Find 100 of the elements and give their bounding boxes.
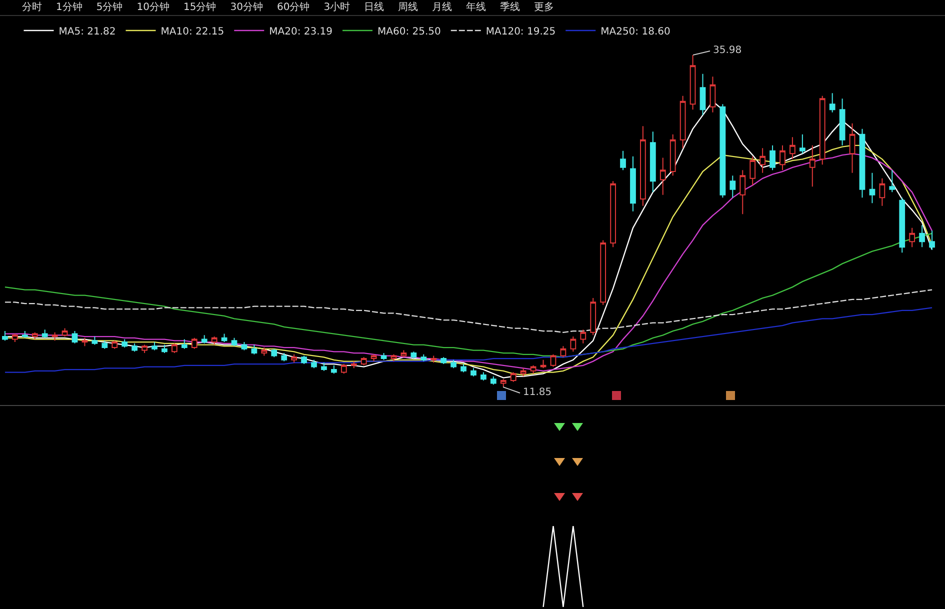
candlestick — [42, 329, 48, 338]
candlestick — [630, 156, 636, 212]
candlestick — [241, 342, 248, 351]
candlestick — [540, 359, 546, 369]
candlestick — [221, 333, 228, 343]
candlestick — [430, 355, 437, 364]
candlestick — [152, 342, 158, 351]
text: 11.85 — [523, 387, 552, 398]
text: 季线 — [500, 0, 520, 15]
candlestick — [660, 157, 666, 196]
candlestick — [12, 333, 18, 343]
candlestick — [370, 354, 377, 362]
candlestick — [112, 340, 118, 350]
candlestick — [291, 354, 297, 364]
candlestick — [271, 348, 278, 358]
legend-label: MA10: 22.15 — [160, 26, 224, 38]
candlestick — [22, 330, 28, 338]
candlestick — [560, 346, 566, 358]
legend-label: MA120: 19.25 — [486, 26, 556, 38]
candlestick — [620, 150, 626, 171]
text: 3小时 — [324, 0, 350, 15]
candlestick — [400, 350, 407, 358]
text: 60分钟 — [276, 0, 310, 15]
candlestick — [869, 172, 876, 204]
candlestick — [610, 180, 616, 248]
candlestick — [480, 372, 486, 382]
candlestick — [640, 126, 646, 206]
candlestick — [670, 134, 676, 176]
candlestick — [460, 364, 466, 373]
text: 周线 — [398, 0, 418, 15]
candlestick — [490, 376, 496, 386]
candlestick — [720, 104, 726, 198]
text: 日线 — [364, 0, 384, 15]
candlestick — [162, 344, 168, 354]
candlestick — [889, 170, 896, 193]
candlestick — [72, 330, 78, 344]
candlestick — [760, 148, 766, 174]
candlestick — [919, 224, 925, 248]
text: 年线 — [466, 0, 486, 15]
candlestick — [849, 122, 856, 174]
candlestick — [839, 98, 846, 146]
text: 5分钟 — [96, 0, 123, 15]
candlestick — [132, 342, 138, 352]
candlestick — [122, 338, 128, 348]
candlestick — [879, 178, 886, 206]
candlestick — [211, 336, 218, 346]
candlestick — [52, 332, 58, 342]
text: 15分钟 — [183, 0, 216, 15]
candlestick — [600, 240, 606, 306]
candlestick — [92, 336, 98, 346]
candlestick — [929, 230, 935, 250]
candlestick — [809, 144, 816, 188]
legend-label: MA250: 18.60 — [600, 26, 670, 38]
candlestick — [710, 76, 716, 113]
candlestick — [340, 364, 347, 374]
text: 更多 — [534, 1, 554, 15]
candlestick — [770, 144, 776, 171]
candlestick — [321, 362, 327, 372]
candlestick — [102, 340, 108, 350]
candlestick — [301, 355, 307, 365]
candlestick — [172, 342, 178, 354]
candlestick — [799, 134, 806, 154]
candlestick — [590, 298, 596, 336]
candlestick — [500, 378, 506, 388]
candlestick — [410, 351, 417, 360]
text: 30分钟 — [230, 0, 263, 15]
candlestick — [201, 334, 208, 344]
annotation: 35.98 — [713, 45, 742, 56]
candlestick — [191, 337, 198, 350]
candlestick — [420, 354, 427, 362]
candlestick — [510, 372, 516, 382]
text: 分时 — [22, 0, 42, 15]
candlestick — [520, 368, 526, 377]
candlestick — [142, 344, 148, 354]
candlestick — [251, 344, 258, 355]
candlestick — [32, 332, 38, 340]
candlestick — [360, 356, 367, 366]
text: 月线 — [432, 0, 452, 15]
candlestick — [690, 54, 696, 110]
candlestick — [780, 144, 786, 171]
legend-label: MA20: 23.19 — [269, 26, 333, 38]
candlestick — [440, 356, 447, 365]
candlestick — [350, 360, 357, 369]
candlestick — [530, 364, 536, 374]
candlestick — [790, 136, 796, 160]
candlestick — [580, 329, 586, 344]
candlestick — [899, 197, 906, 254]
candlestick — [470, 368, 476, 377]
candlestick — [550, 354, 556, 368]
candlestick — [62, 328, 68, 338]
candlestick — [231, 337, 238, 347]
legend-label: MA60: 25.50 — [378, 26, 441, 38]
candlestick — [819, 95, 826, 166]
candlestick — [859, 128, 866, 198]
text: 10分钟 — [136, 0, 170, 15]
candlestick — [740, 170, 746, 215]
candlestick — [650, 131, 656, 193]
candlestick — [730, 175, 736, 198]
candlestick — [330, 364, 337, 374]
candlestick — [750, 156, 756, 186]
